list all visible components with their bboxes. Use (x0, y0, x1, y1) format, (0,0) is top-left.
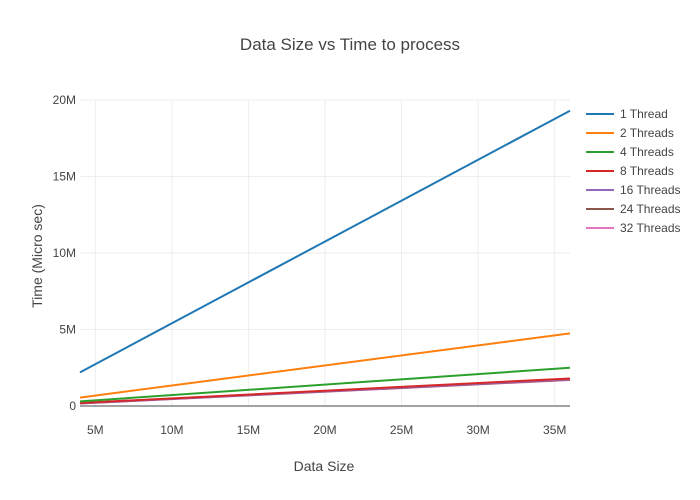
x-tick-label: 15M (237, 423, 260, 437)
legend-item[interactable]: 16 Threads (586, 183, 681, 197)
legend-label: 24 Threads (620, 202, 681, 216)
x-tick-label: 20M (313, 423, 336, 437)
legend-label: 8 Threads (620, 164, 674, 178)
legend[interactable]: 1 Thread 2 Threads 4 Threads 8 Threads 16 Th… (586, 107, 681, 235)
y-axis-title: Time (Micro sec) (29, 204, 45, 308)
legend-label: 4 Threads (620, 145, 674, 159)
x-tick-label: 30M (466, 423, 489, 437)
legend-label: 16 Threads (620, 183, 681, 197)
y-axis-ticks: 0 5M 10M 15M 20M (53, 93, 77, 413)
legend-item[interactable]: 32 Threads (586, 221, 681, 235)
x-axis-title: Data Size (294, 458, 355, 474)
chart-title: Data Size vs Time to process (240, 35, 460, 54)
plot-area (79, 109, 571, 405)
x-axis-ticks: 5M 10M 15M 20M 25M 30M 35M (87, 423, 566, 437)
series-line-2 (79, 332, 571, 399)
legend-item[interactable]: 8 Threads (586, 164, 674, 178)
legend-item[interactable]: 2 Threads (586, 126, 674, 140)
series-line-1 (79, 109, 571, 374)
series-line-4 (79, 377, 571, 404)
y-tick-label: 5M (59, 323, 76, 337)
legend-item[interactable]: 4 Threads (586, 145, 674, 159)
series-line-3 (79, 366, 571, 403)
x-tick-label: 10M (160, 423, 183, 437)
grid-lines (80, 99, 570, 407)
legend-label: 32 Threads (620, 221, 681, 235)
y-tick-label: 0 (69, 399, 76, 413)
y-tick-label: 15M (53, 170, 76, 184)
legend-item[interactable]: 24 Threads (586, 202, 681, 216)
legend-item[interactable]: 1 Thread (586, 107, 668, 121)
legend-label: 2 Threads (620, 126, 674, 140)
x-tick-label: 35M (543, 423, 566, 437)
x-tick-label: 25M (390, 423, 413, 437)
x-tick-label: 5M (87, 423, 104, 437)
y-tick-label: 10M (53, 246, 76, 260)
y-tick-label: 20M (53, 93, 76, 107)
legend-label: 1 Thread (620, 107, 668, 121)
